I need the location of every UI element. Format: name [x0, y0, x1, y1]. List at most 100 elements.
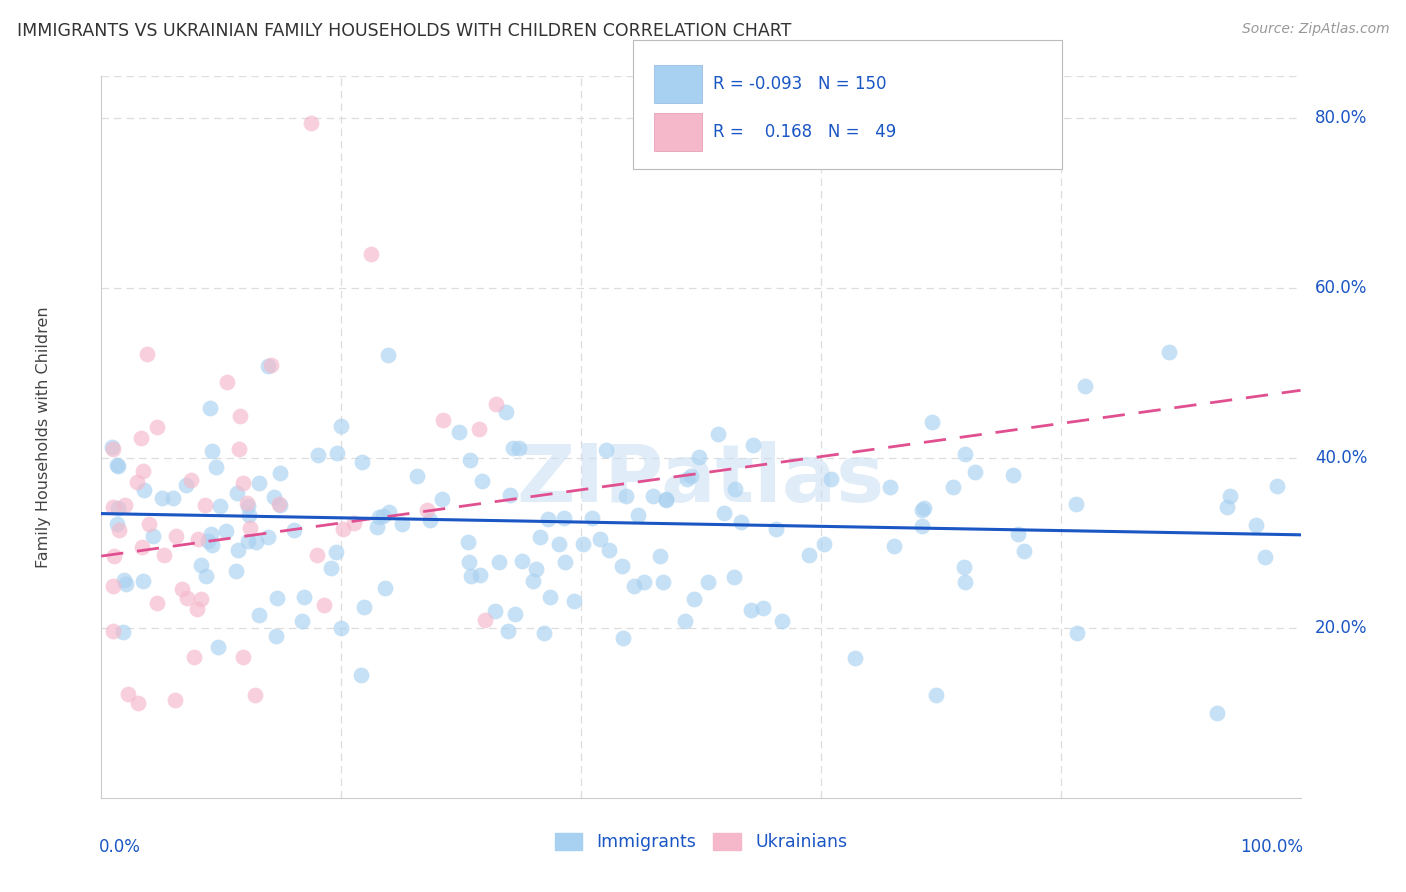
Text: 60.0%: 60.0% — [1315, 279, 1367, 297]
Point — [1216, 500, 1239, 515]
Point — [127, 696, 149, 710]
Point — [352, 454, 374, 468]
Point — [367, 510, 389, 524]
Point — [572, 537, 595, 551]
Point — [457, 555, 479, 569]
Point — [200, 527, 222, 541]
Point — [180, 473, 202, 487]
Point — [688, 450, 710, 464]
Point — [266, 591, 288, 605]
Point — [537, 512, 560, 526]
Point — [655, 491, 678, 506]
Point — [350, 668, 373, 682]
Point — [1073, 379, 1095, 393]
Point — [226, 486, 249, 500]
Point — [460, 568, 482, 582]
Point — [103, 579, 125, 593]
Text: R =    0.168   N =   49: R = 0.168 N = 49 — [713, 123, 896, 141]
Point — [292, 590, 315, 604]
Point — [176, 591, 198, 605]
Point — [146, 595, 169, 609]
Point — [332, 522, 354, 536]
Point — [505, 607, 527, 622]
Point — [432, 491, 454, 506]
Point — [650, 549, 672, 564]
Point — [468, 568, 491, 582]
Point — [1064, 497, 1087, 511]
Text: Family Households with Children: Family Households with Children — [37, 306, 51, 568]
Point — [307, 448, 329, 462]
Point — [236, 534, 259, 549]
Point — [107, 501, 129, 516]
Point — [290, 614, 312, 628]
Point — [269, 497, 291, 511]
Point — [820, 472, 842, 486]
Point — [457, 535, 479, 549]
Point — [879, 480, 901, 494]
Point — [238, 499, 260, 513]
Point — [135, 347, 157, 361]
Point — [378, 505, 401, 519]
Point — [103, 442, 125, 456]
Point — [132, 574, 155, 588]
Point — [108, 524, 131, 538]
Point — [207, 640, 229, 655]
Point — [554, 555, 576, 569]
Point — [325, 545, 347, 559]
Point — [730, 515, 752, 529]
Point — [1001, 468, 1024, 483]
Point — [1253, 550, 1275, 565]
Point — [707, 426, 730, 441]
Point — [770, 614, 793, 628]
Point — [623, 579, 645, 593]
Point — [1066, 625, 1088, 640]
Point — [485, 397, 508, 411]
Point — [146, 420, 169, 434]
Point — [1205, 706, 1227, 721]
Point — [752, 600, 775, 615]
Point — [740, 602, 762, 616]
Point — [195, 569, 218, 583]
Point — [1157, 345, 1180, 359]
Point — [697, 575, 720, 590]
Point — [131, 431, 153, 445]
Point — [236, 496, 259, 510]
Point — [724, 482, 747, 496]
Point — [449, 425, 471, 439]
Point — [103, 624, 125, 638]
Point — [163, 693, 186, 707]
Point — [165, 529, 187, 543]
Point — [238, 508, 260, 522]
Point — [217, 375, 239, 389]
Point — [955, 575, 977, 590]
Point — [264, 629, 287, 643]
Point — [508, 441, 530, 455]
Point — [225, 564, 247, 578]
Point — [683, 591, 706, 606]
Point — [263, 490, 285, 504]
Point — [243, 688, 266, 702]
Point — [105, 516, 128, 531]
Point — [105, 458, 128, 472]
Point — [713, 506, 735, 520]
Point — [360, 247, 382, 261]
Point — [813, 536, 835, 550]
Point — [419, 513, 441, 527]
Point — [673, 614, 696, 628]
Point — [107, 459, 129, 474]
Point — [305, 549, 328, 563]
Point — [581, 510, 603, 524]
Point — [484, 604, 506, 618]
Point — [353, 600, 375, 615]
Point — [131, 540, 153, 554]
Point — [201, 443, 224, 458]
Point — [371, 508, 394, 523]
Point — [247, 607, 270, 622]
Point — [496, 624, 519, 638]
Point — [194, 498, 217, 512]
Point — [942, 480, 965, 494]
Point — [495, 405, 517, 419]
Point — [103, 500, 125, 514]
Point — [142, 529, 165, 543]
Point — [257, 530, 280, 544]
